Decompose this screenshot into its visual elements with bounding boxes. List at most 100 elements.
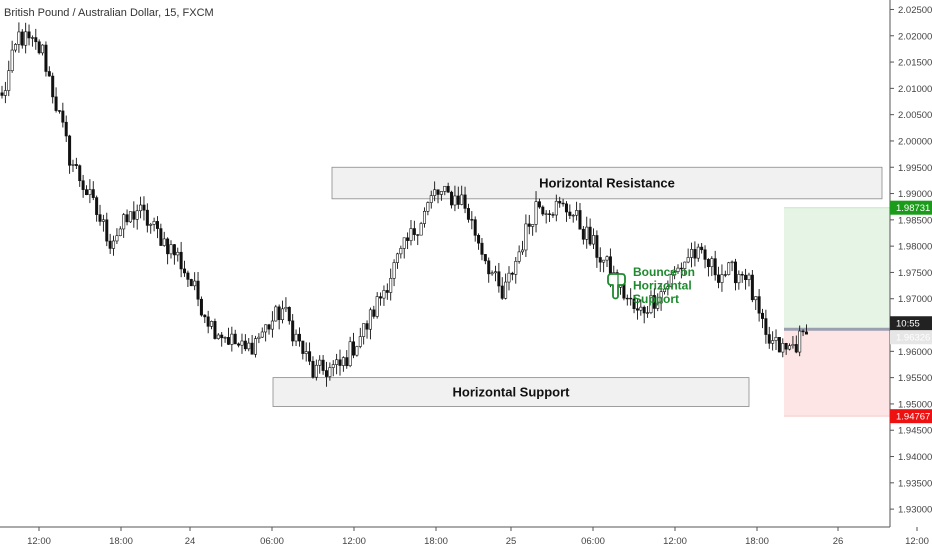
- candle-body: [281, 308, 285, 320]
- candle-body: [548, 213, 552, 215]
- candle-body: [788, 345, 792, 350]
- candle-body: [737, 274, 741, 284]
- candle: [733, 258, 737, 291]
- horizontal-support-label: Horizontal Support: [453, 385, 571, 400]
- annotation-line: Bounce on: [633, 265, 695, 279]
- candle-body: [24, 31, 28, 46]
- candle-body: [105, 219, 109, 242]
- candle-body: [632, 298, 636, 309]
- candle: [321, 355, 325, 375]
- candle-body: [30, 37, 34, 39]
- candle-body: [206, 316, 210, 327]
- candle-body: [669, 274, 673, 287]
- candle-body: [139, 204, 143, 212]
- y-tick-label: 1.95000: [898, 399, 932, 410]
- candle: [301, 340, 305, 360]
- candle: [717, 266, 721, 289]
- candle-body: [544, 213, 548, 215]
- candle: [297, 327, 301, 347]
- candle-body: [7, 70, 11, 91]
- candle: [14, 43, 18, 53]
- candle-body: [183, 268, 187, 274]
- candle-body: [135, 210, 139, 220]
- candle: [460, 185, 464, 206]
- candle-body: [3, 90, 7, 96]
- candle-body: [703, 249, 707, 260]
- candle-body: [578, 210, 582, 230]
- candle-body: [240, 340, 244, 346]
- candle-body: [186, 272, 190, 280]
- candle-body: [629, 297, 633, 300]
- candle-body: [220, 334, 224, 339]
- candle: [389, 268, 393, 301]
- candle: [118, 226, 122, 237]
- badge-bg: [890, 409, 932, 424]
- candle: [450, 190, 454, 209]
- candle-body: [588, 226, 592, 245]
- candle-body: [517, 251, 521, 262]
- candle: [20, 29, 24, 49]
- candle-body: [348, 341, 352, 367]
- candle: [250, 334, 254, 355]
- candle-body: [68, 135, 72, 166]
- candle-body: [389, 278, 393, 293]
- candle-body: [169, 244, 173, 255]
- candle: [352, 332, 356, 359]
- candle: [544, 210, 548, 224]
- candle-body: [561, 202, 565, 205]
- countdown-badge: 10:55: [890, 316, 932, 331]
- x-tick-label: 06:00: [581, 536, 605, 547]
- candle: [183, 260, 187, 277]
- candle-body: [210, 321, 214, 327]
- candle-body: [314, 364, 318, 378]
- candle-body: [34, 37, 38, 43]
- y-tick-label: 2.00500: [898, 110, 932, 121]
- candle-body: [453, 195, 457, 206]
- candle-body: [352, 341, 356, 356]
- candle: [270, 311, 274, 338]
- x-tick-label: 18:00: [109, 536, 133, 547]
- candle: [412, 220, 416, 241]
- candle: [706, 258, 710, 277]
- candle: [433, 181, 437, 202]
- candle: [213, 318, 217, 340]
- candle: [281, 300, 285, 324]
- candle-body: [91, 189, 95, 198]
- candle: [473, 216, 477, 242]
- candle-body: [591, 235, 595, 245]
- candle-body: [754, 296, 758, 301]
- profit-zone: [784, 207, 890, 330]
- candle: [422, 207, 426, 228]
- candle: [335, 353, 339, 375]
- candle-body: [639, 306, 643, 311]
- y-tick-label: 1.99000: [898, 189, 932, 200]
- candle-body: [602, 259, 606, 263]
- candle-body: [226, 337, 230, 345]
- x-tick-label: 24: [185, 536, 196, 547]
- candle: [794, 335, 798, 354]
- candle: [277, 304, 281, 330]
- candle: [514, 256, 518, 284]
- candle: [804, 324, 808, 335]
- candle: [696, 243, 700, 262]
- candle-body: [673, 271, 677, 275]
- candle: [777, 337, 781, 353]
- candle-body: [358, 336, 362, 347]
- candle: [172, 243, 176, 265]
- candle: [112, 235, 116, 256]
- candle: [159, 223, 163, 246]
- y-tick-label: 1.94000: [898, 452, 932, 463]
- candle-body: [679, 267, 683, 270]
- badge-label: 1.96326: [896, 333, 930, 344]
- candle: [771, 331, 775, 351]
- candle: [635, 299, 639, 320]
- candle: [642, 305, 646, 324]
- candle: [693, 241, 697, 267]
- candle-body: [179, 251, 183, 270]
- candle: [510, 271, 514, 281]
- candle: [720, 264, 724, 292]
- hand-shape: [607, 273, 626, 300]
- candle-body: [490, 272, 494, 275]
- candle-body: [402, 237, 406, 249]
- candle: [500, 277, 504, 300]
